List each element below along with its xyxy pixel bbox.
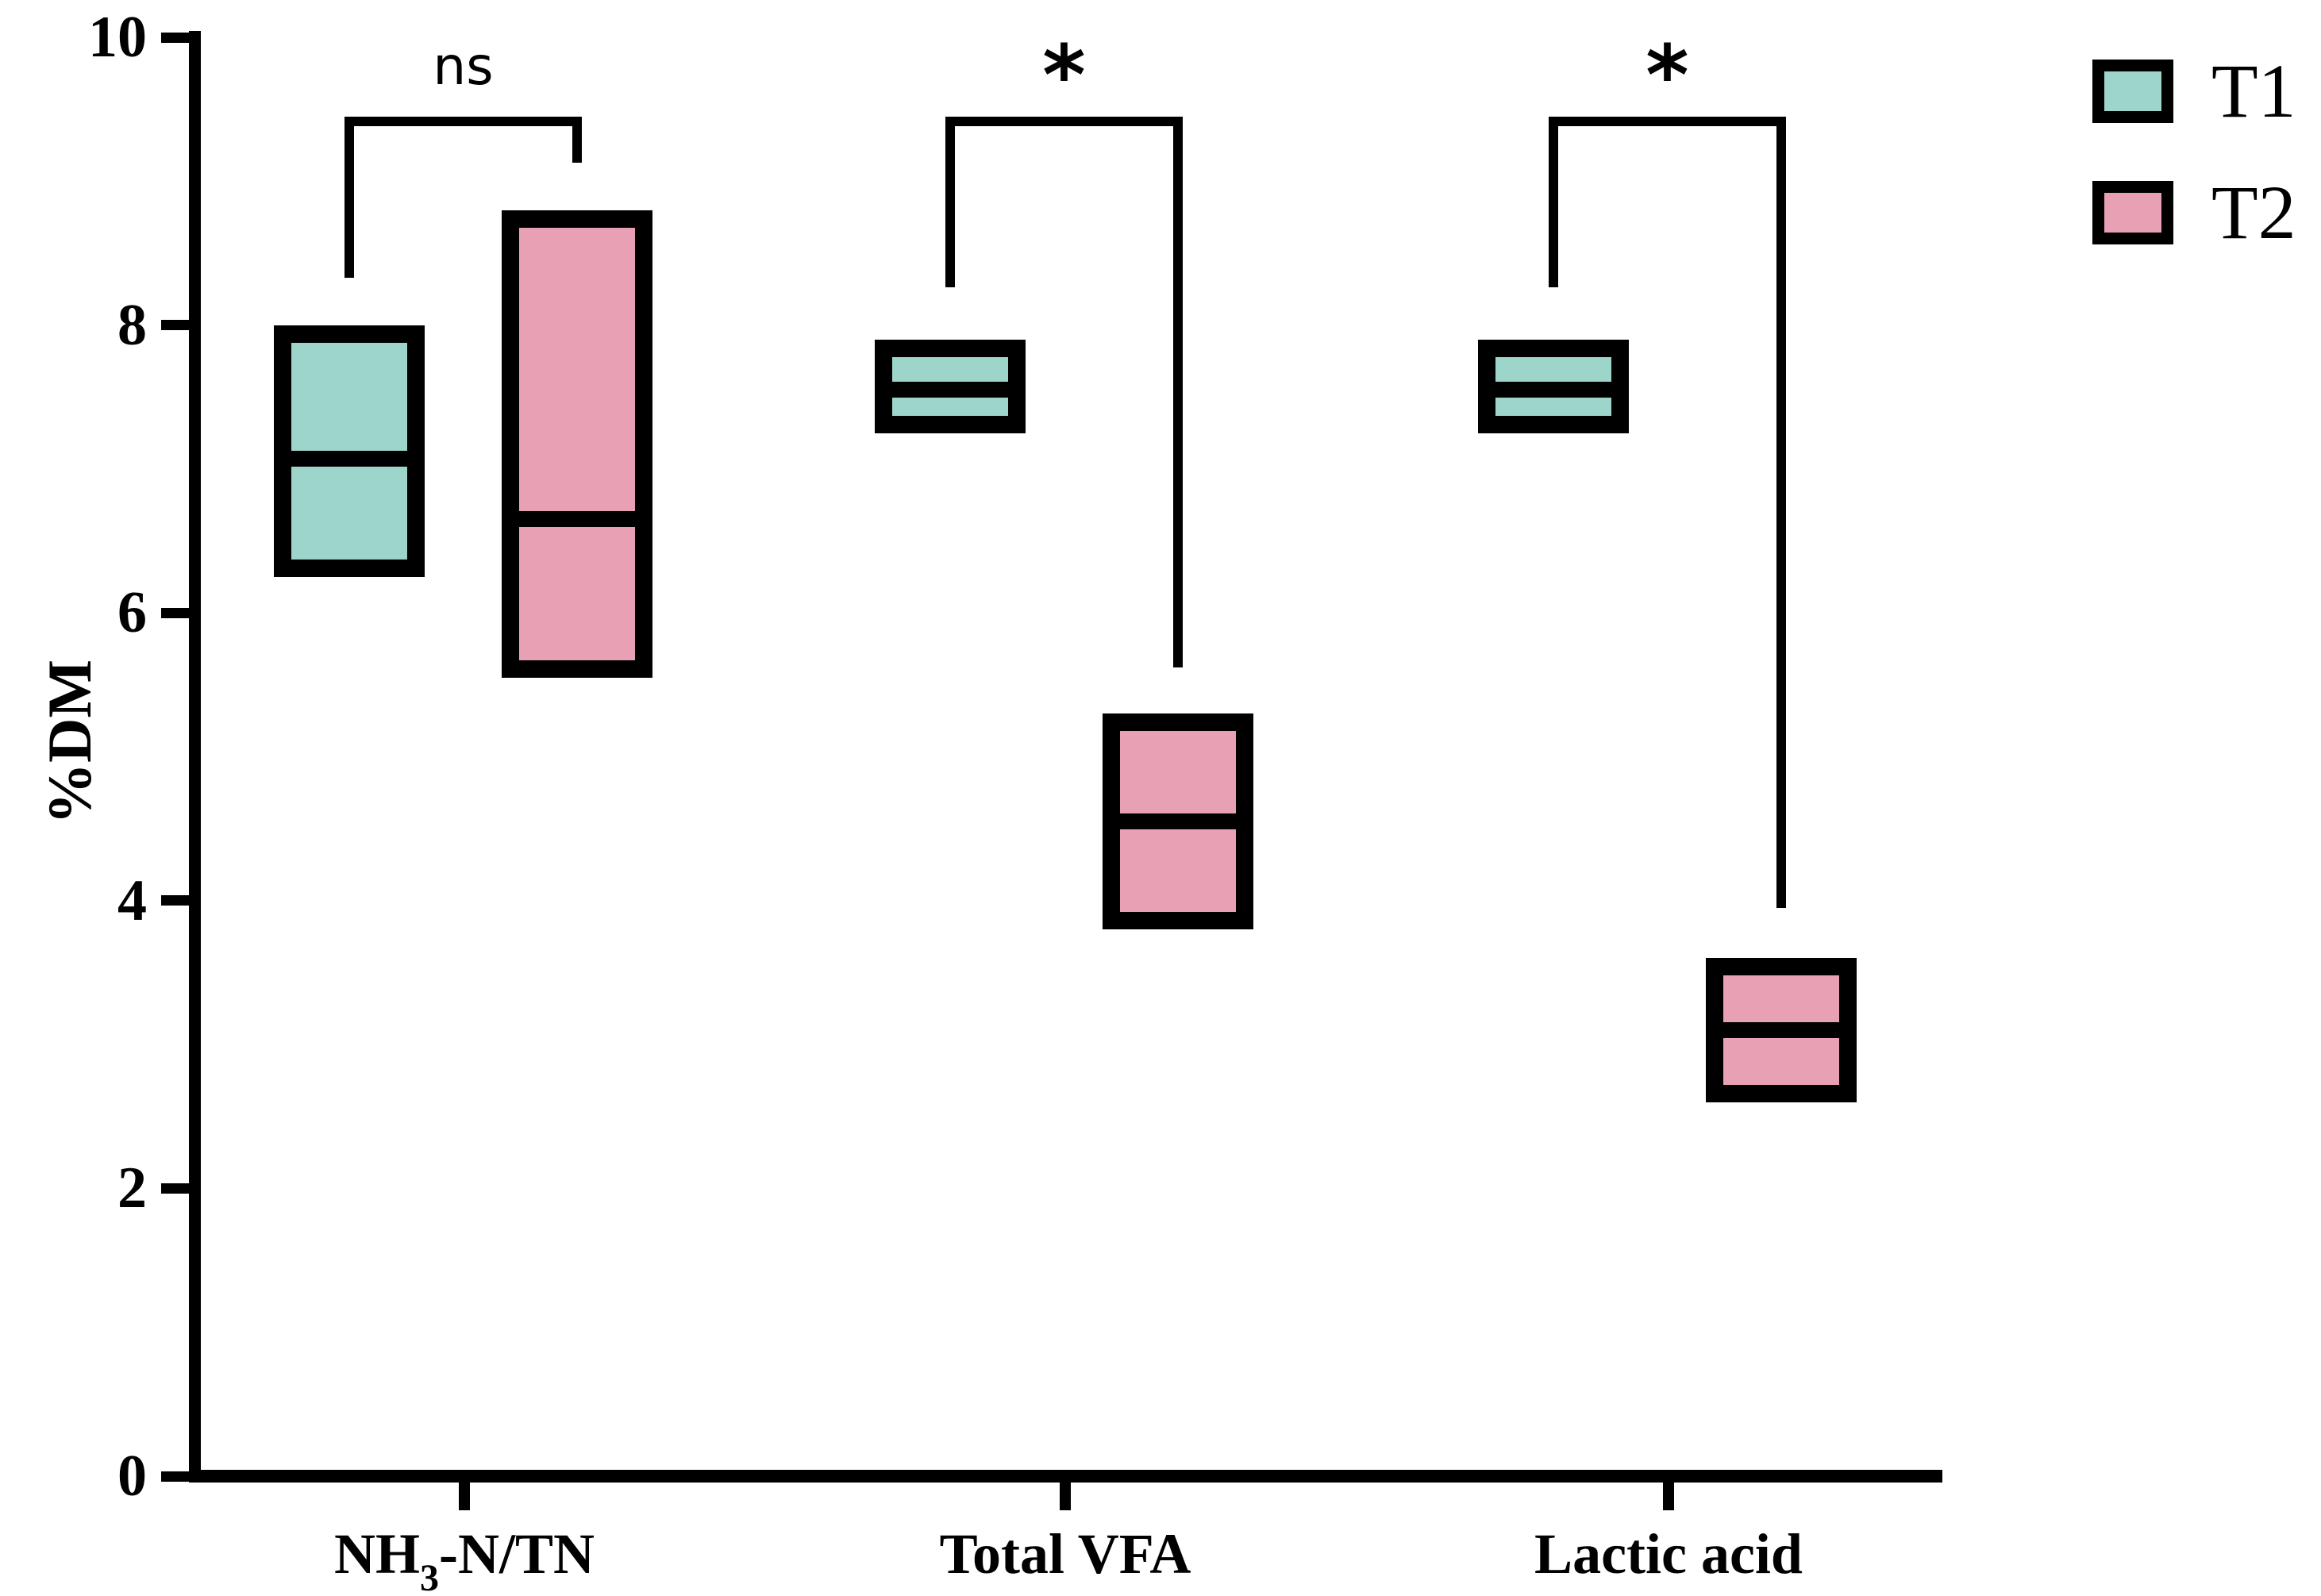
legend-label-t1: T1 bbox=[2211, 48, 2296, 133]
sig-bracket-top-lactic-acid bbox=[1549, 116, 1786, 126]
median-t2-total-vfa bbox=[1118, 813, 1237, 830]
y-axis-spine bbox=[189, 31, 201, 1483]
y-tick-label-6: 6 bbox=[117, 580, 147, 646]
y-axis-title: %DM bbox=[35, 660, 104, 825]
y-tick-8 bbox=[161, 320, 189, 331]
legend-label-t2: T2 bbox=[2211, 170, 2296, 255]
sig-label-nh3-n-tn: ns bbox=[433, 36, 494, 97]
sig-bracket-right-leg-nh3-n-tn bbox=[572, 116, 582, 163]
x-tick-lactic-acid bbox=[1663, 1483, 1674, 1510]
y-tick-10 bbox=[161, 32, 189, 43]
y-tick-2 bbox=[161, 1183, 189, 1194]
x-category-label-total-vfa: Total VFA bbox=[939, 1522, 1191, 1586]
y-tick-label-10: 10 bbox=[88, 5, 147, 70]
sig-label-total-vfa: * bbox=[1042, 27, 1086, 124]
sig-bracket-left-leg-total-vfa bbox=[945, 116, 955, 288]
legend-item-t1: T1 bbox=[2092, 47, 2296, 136]
y-tick-0 bbox=[161, 1471, 189, 1482]
y-tick-label-4: 4 bbox=[117, 867, 147, 933]
sig-bracket-right-leg-total-vfa bbox=[1173, 116, 1183, 668]
y-tick-label-0: 0 bbox=[117, 1444, 147, 1509]
legend-swatch-t2 bbox=[2092, 181, 2173, 244]
x-category-label-lactic-acid: Lactic acid bbox=[1534, 1522, 1803, 1586]
median-t1-lactic-acid bbox=[1494, 382, 1613, 398]
sig-label-lactic-acid: * bbox=[1645, 27, 1689, 124]
median-t1-total-vfa bbox=[891, 382, 1010, 398]
legend-item-t2: T2 bbox=[2092, 168, 2296, 257]
box-t2-nh3-n-tn bbox=[502, 210, 652, 678]
x-tick-total-vfa bbox=[1060, 1483, 1071, 1510]
y-tick-label-8: 8 bbox=[117, 292, 147, 358]
x-category-label-nh3-n-tn: NH3-N/TN bbox=[334, 1522, 595, 1596]
sig-bracket-left-leg-lactic-acid bbox=[1549, 116, 1558, 288]
median-t2-lactic-acid bbox=[1722, 1021, 1841, 1038]
median-t1-nh3-n-tn bbox=[290, 451, 409, 467]
median-t2-nh3-n-tn bbox=[518, 511, 637, 528]
sig-bracket-top-total-vfa bbox=[945, 116, 1183, 126]
sig-bracket-left-leg-nh3-n-tn bbox=[344, 116, 354, 278]
y-tick-4 bbox=[161, 895, 189, 906]
x-tick-nh3-n-tn bbox=[459, 1483, 470, 1510]
y-tick-label-2: 2 bbox=[117, 1156, 147, 1221]
sig-bracket-right-leg-lactic-acid bbox=[1776, 116, 1786, 908]
legend-swatch-t1 bbox=[2092, 60, 2173, 123]
x-axis-spine bbox=[189, 1470, 1942, 1483]
y-tick-6 bbox=[161, 607, 189, 618]
sig-bracket-top-nh3-n-tn bbox=[344, 116, 582, 126]
